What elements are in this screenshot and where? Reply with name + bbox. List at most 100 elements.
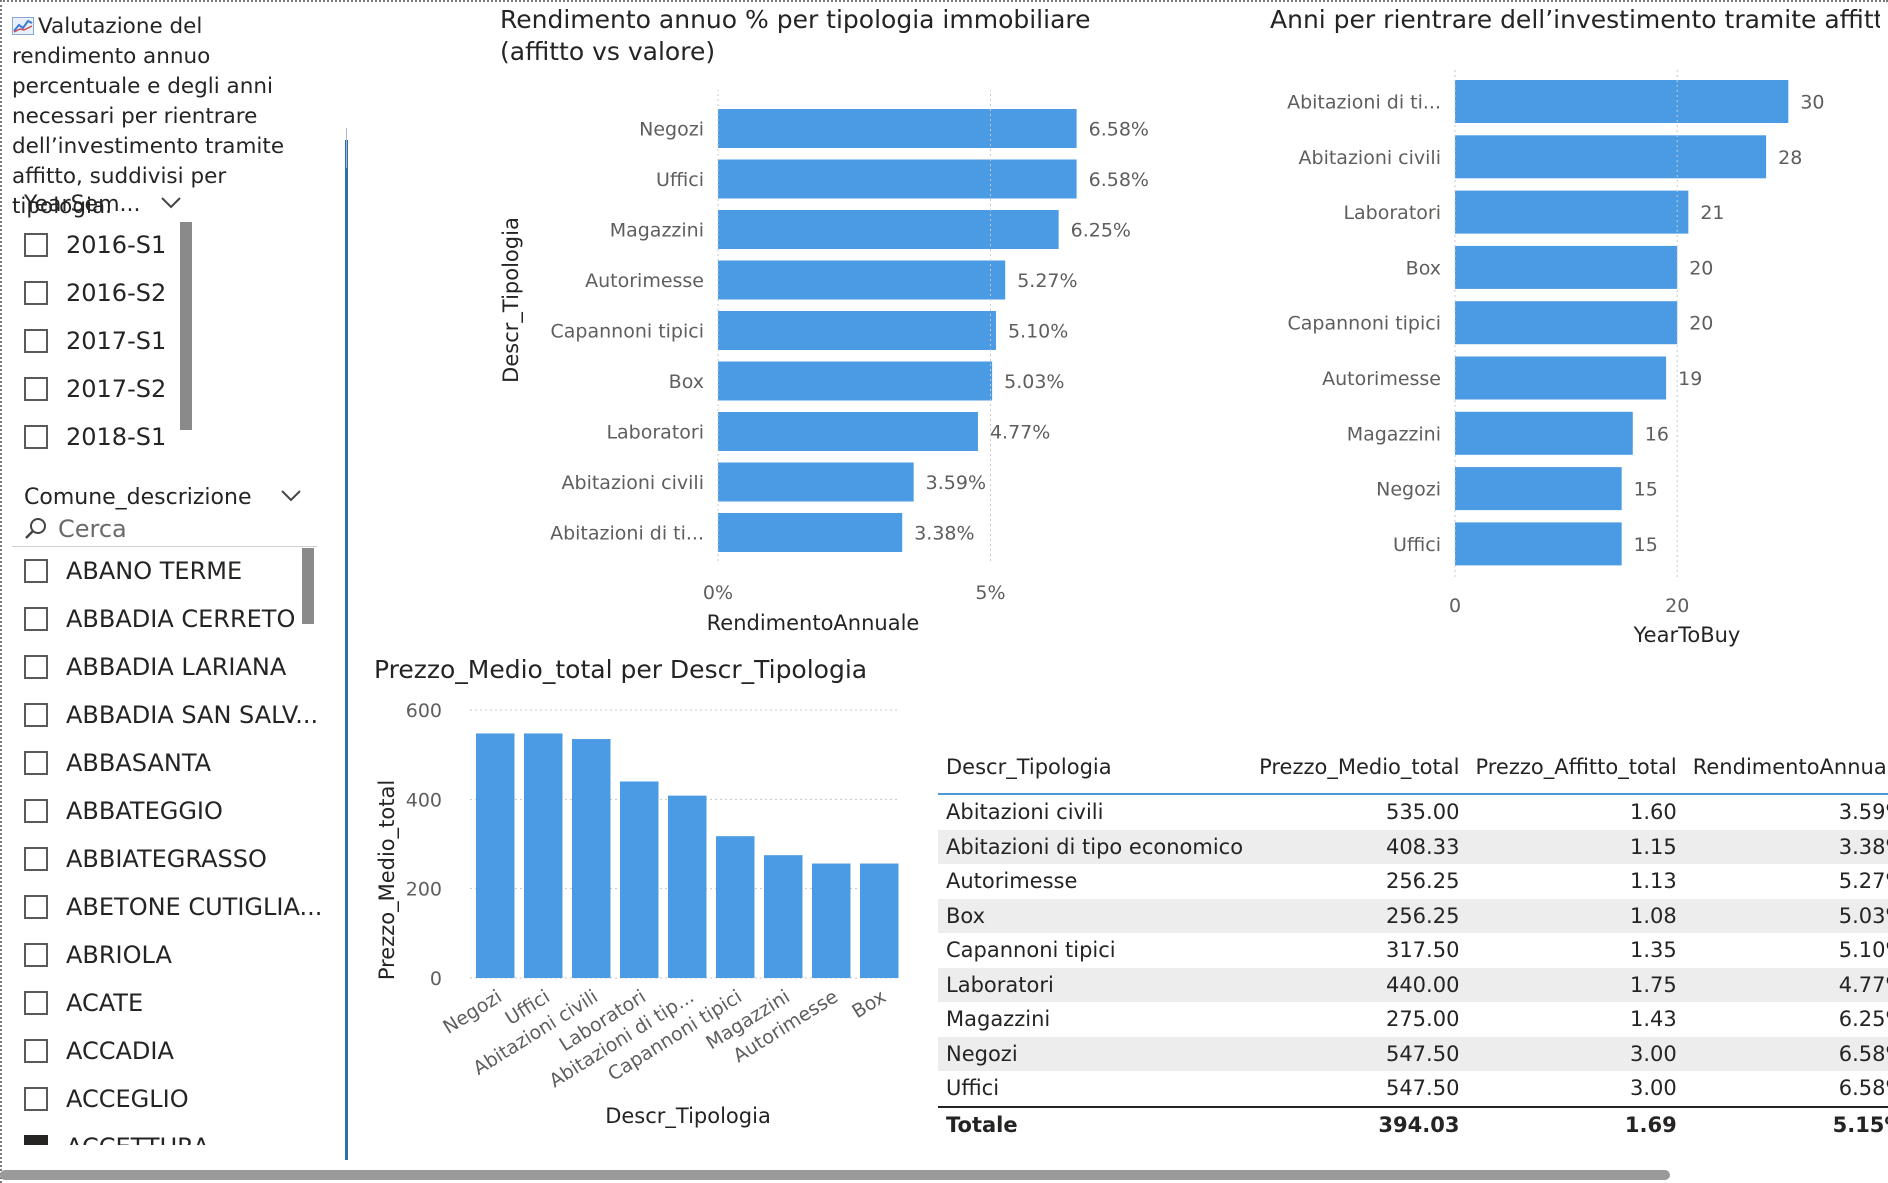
chevron-down-icon[interactable] [160, 196, 182, 210]
bar[interactable] [764, 855, 803, 978]
slicer-item[interactable]: ACCETTURA [24, 1129, 209, 1145]
slicer-comune-title: Comune_descrizione [24, 485, 252, 510]
checkbox[interactable] [24, 847, 48, 871]
slicer-item-label: ABBASANTA [66, 749, 212, 777]
checkbox[interactable] [24, 233, 48, 257]
slicer-item[interactable]: ACCADIA [24, 1033, 174, 1069]
slicer-item-label: ACCEGLIO [66, 1085, 189, 1113]
table-cell: Negozi [938, 1036, 1252, 1071]
table-row[interactable]: Capannoni tipici 317.50 1.35 5.10% [938, 933, 1888, 968]
column-header[interactable]: RendimentoAnnuale [1684, 747, 1888, 795]
bar[interactable] [668, 795, 707, 978]
checkbox[interactable] [24, 943, 48, 967]
checkbox[interactable] [24, 607, 48, 631]
bar[interactable] [718, 412, 978, 451]
slicer-item-label: ABBIATEGRASSO [66, 845, 267, 873]
bar[interactable] [1455, 522, 1622, 566]
bar[interactable] [718, 311, 996, 350]
checkbox[interactable] [24, 655, 48, 679]
slicer-item[interactable]: 2016-S2 [24, 275, 166, 311]
data-label: 5.10% [1008, 321, 1068, 343]
bar[interactable] [476, 733, 515, 978]
table-row[interactable]: Abitazioni di tipo economico 408.33 1.15 3.… [938, 829, 1888, 864]
checkbox[interactable] [24, 991, 48, 1015]
slicer-item[interactable]: ABBIATEGRASSO [24, 841, 267, 877]
bar[interactable] [1455, 356, 1667, 400]
slicer-item[interactable]: ABBADIA LARIANA [24, 649, 286, 685]
table-cell: 1.75 [1467, 967, 1685, 1002]
bar[interactable] [718, 361, 993, 401]
checkbox[interactable] [24, 377, 48, 401]
bar[interactable] [860, 863, 899, 978]
slicer-item[interactable]: ABETONE CUTIGLIA... [24, 889, 322, 925]
table-total-cell: Totale [938, 1105, 1252, 1142]
slicer-item[interactable]: ABRIOLA [24, 937, 172, 973]
bar[interactable] [572, 739, 611, 978]
slicer-item[interactable]: ABBATEGGIO [24, 793, 223, 829]
slicer-item[interactable]: 2017-S1 [24, 323, 166, 359]
bar[interactable] [1455, 411, 1633, 455]
table-row[interactable]: Magazzini 275.00 1.43 6.25% [938, 1002, 1888, 1037]
column-header[interactable]: Prezzo_Affitto_total [1467, 747, 1685, 795]
checkbox[interactable] [24, 1087, 48, 1111]
bar[interactable] [718, 159, 1077, 199]
bar[interactable] [718, 513, 903, 552]
slicer-item[interactable]: ACCEGLIO [24, 1081, 189, 1117]
checkbox[interactable] [24, 751, 48, 775]
bar[interactable] [1455, 190, 1689, 234]
bar[interactable] [1455, 245, 1678, 289]
checkbox[interactable] [24, 1039, 48, 1063]
slicer-item[interactable]: 2018-S1 [24, 419, 166, 455]
table-cell: 317.50 [1385, 938, 1460, 963]
bar[interactable] [1455, 80, 1789, 123]
checkbox[interactable] [24, 1135, 48, 1145]
category-label: Autorimesse [1322, 368, 1441, 390]
bar[interactable] [718, 109, 1077, 148]
table-row[interactable]: Uffici 547.50 3.00 6.58% [938, 1071, 1888, 1107]
slicer-item[interactable]: 2017-S2 [24, 371, 166, 407]
table-row[interactable]: Autorimesse 256.25 1.13 5.27% [938, 864, 1888, 899]
slicer-item[interactable]: ABBASANTA [24, 745, 211, 781]
category-label: Uffici [1393, 534, 1441, 556]
bar[interactable] [1455, 135, 1767, 179]
column-header[interactable]: Descr_Tipologia [938, 747, 1252, 795]
bar[interactable] [716, 836, 755, 978]
bar[interactable] [718, 210, 1059, 249]
slicer-item-label: ABBATEGGIO [66, 797, 223, 825]
bar[interactable] [718, 462, 914, 502]
slicer-search[interactable]: Cerca [24, 515, 127, 543]
checkbox[interactable] [24, 425, 48, 449]
slicer-item-label: ABBADIA CERRETO [66, 605, 296, 633]
checkbox[interactable] [24, 329, 48, 353]
bar[interactable] [1455, 301, 1678, 345]
slicer-item[interactable]: ABBADIA SAN SALV... [24, 697, 318, 733]
table-row[interactable]: Abitazioni civili 535.00 1.60 3.59% [938, 794, 1888, 830]
chevron-down-icon[interactable] [280, 489, 302, 503]
bar[interactable] [620, 781, 659, 978]
slicer-item[interactable]: 2016-S1 [24, 227, 166, 263]
bar[interactable] [718, 260, 1006, 300]
chart1-title-line1: Rendimento annuo % per tipologia immobil… [500, 5, 1091, 34]
column-header[interactable]: Prezzo_Medio_total [1251, 747, 1468, 795]
checkbox[interactable] [24, 799, 48, 823]
horizontal-scrollbar[interactable] [0, 1170, 1670, 1180]
slicer-item[interactable]: ABBADIA CERRETO [24, 601, 295, 637]
checkbox[interactable] [24, 703, 48, 727]
bar[interactable] [812, 863, 851, 978]
slicer-item[interactable]: ABANO TERME [24, 553, 242, 589]
category-label: Abitazioni di ti... [1287, 92, 1441, 114]
checkbox[interactable] [24, 895, 48, 919]
data-label: 3.59% [926, 472, 986, 494]
slicer-comune-scrollbar[interactable] [302, 548, 314, 624]
bar[interactable] [524, 733, 563, 978]
slicer-yearsem-title: YearSem... [24, 192, 141, 217]
checkbox[interactable] [24, 559, 48, 583]
slicer-item[interactable]: ACATE [24, 985, 143, 1021]
slicer-item-label: ABBADIA LARIANA [66, 653, 287, 681]
checkbox[interactable] [24, 281, 48, 305]
bar[interactable] [1455, 467, 1622, 511]
slicer-yearsem-scrollbar[interactable] [180, 222, 192, 430]
